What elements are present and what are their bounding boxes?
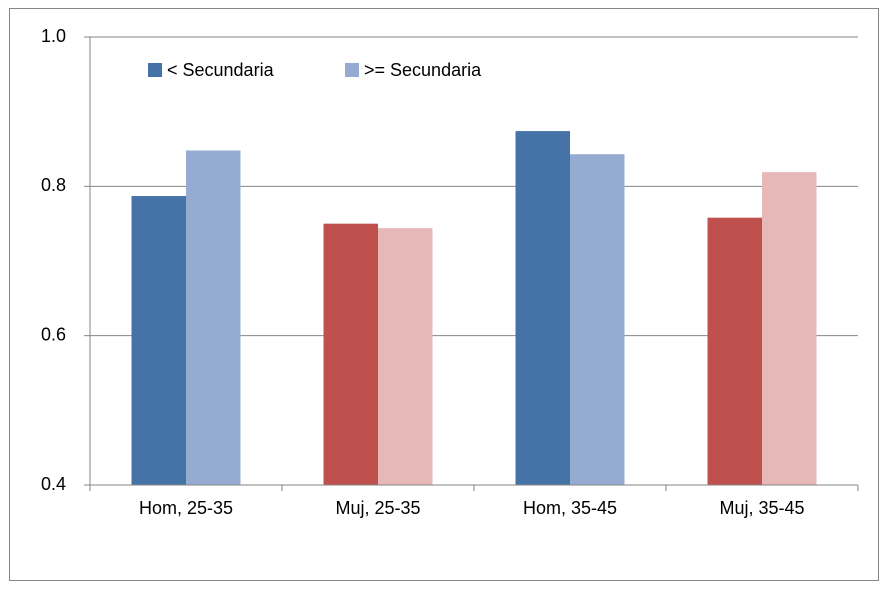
bar bbox=[323, 223, 378, 485]
bar bbox=[186, 150, 241, 485]
legend-label: < Secundaria bbox=[167, 60, 275, 80]
bar bbox=[131, 196, 186, 486]
y-tick-label: 0.4 bbox=[41, 474, 66, 494]
y-tick-label: 1.0 bbox=[41, 26, 66, 46]
bar bbox=[515, 131, 570, 485]
x-tick-label: Hom, 35-45 bbox=[523, 498, 617, 518]
legend-swatch bbox=[345, 63, 359, 77]
x-tick-label: Muj, 35-45 bbox=[719, 498, 804, 518]
bar bbox=[707, 217, 762, 485]
bar bbox=[570, 154, 625, 485]
x-tick-label: Muj, 25-35 bbox=[335, 498, 420, 518]
bar bbox=[378, 228, 433, 485]
y-tick-label: 0.8 bbox=[41, 175, 66, 195]
legend-swatch bbox=[148, 63, 162, 77]
legend-label: >= Secundaria bbox=[364, 60, 482, 80]
x-tick-label: Hom, 25-35 bbox=[139, 498, 233, 518]
y-tick-label: 0.6 bbox=[41, 324, 66, 344]
bar bbox=[762, 172, 817, 485]
